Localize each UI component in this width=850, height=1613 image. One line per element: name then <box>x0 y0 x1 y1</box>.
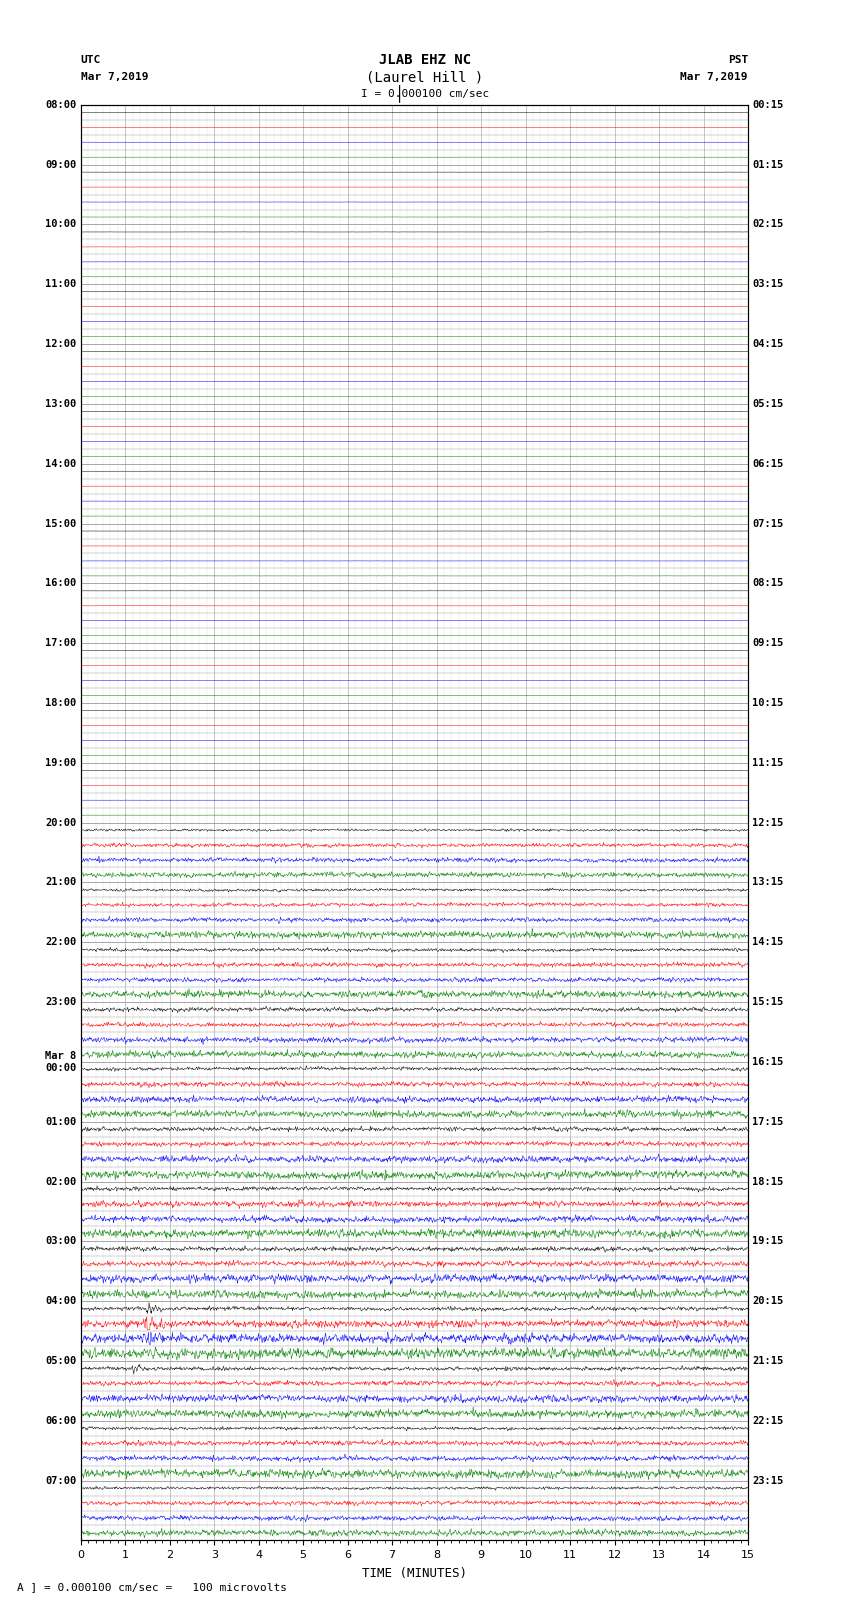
Text: PST: PST <box>728 55 748 65</box>
Text: Mar 7,2019: Mar 7,2019 <box>681 73 748 82</box>
X-axis label: TIME (MINUTES): TIME (MINUTES) <box>362 1568 467 1581</box>
Text: I = 0.000100 cm/sec: I = 0.000100 cm/sec <box>361 89 489 98</box>
Text: A ] = 0.000100 cm/sec =   100 microvolts: A ] = 0.000100 cm/sec = 100 microvolts <box>17 1582 287 1592</box>
Text: │: │ <box>395 84 404 103</box>
Text: (Laurel Hill ): (Laurel Hill ) <box>366 71 484 84</box>
Text: Mar 7,2019: Mar 7,2019 <box>81 73 148 82</box>
Text: UTC: UTC <box>81 55 101 65</box>
Text: JLAB EHZ NC: JLAB EHZ NC <box>379 53 471 66</box>
